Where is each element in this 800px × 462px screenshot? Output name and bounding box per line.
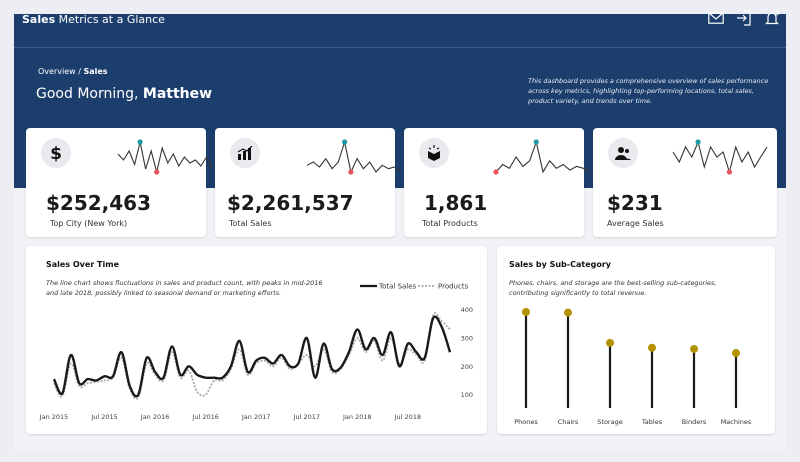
bell-icon[interactable]: [762, 8, 782, 28]
sparkline-top-city: [117, 139, 213, 175]
sub-category-card: Sales by Sub-Category Phones, chairs, an…: [497, 246, 775, 434]
section-description: Phones, chairs, and storage are the best…: [509, 279, 717, 297]
sparkline-low-point: [726, 169, 732, 175]
sparkline-low-point: [154, 169, 160, 175]
lollipop-dot: [732, 349, 740, 358]
kpi-value: 1,861: [424, 191, 488, 215]
box-icon: [419, 138, 449, 168]
category-label: Binders: [682, 418, 707, 426]
sparkline-path: [672, 140, 768, 175]
lollipop-dot: [690, 344, 698, 353]
legend-label-products: Products: [438, 283, 469, 291]
y-tick-label: 400: [461, 306, 473, 314]
category-label: Chairs: [558, 418, 579, 426]
sales-over-time-card: Sales Over Time The line chart shows flu…: [26, 246, 487, 434]
kpi-label: Total Products: [422, 219, 478, 228]
sparkline-path: [306, 139, 402, 174]
x-tick-label: Jul 2016: [191, 413, 218, 421]
mail-icon[interactable]: [706, 8, 726, 28]
x-tick-label: Jan 2016: [140, 413, 170, 421]
sales-line-chart: 100 200 300 400 Jan 2015 Jul 2015 Jan 2016 Jul …: [39, 283, 473, 422]
app-title: Sales Metrics at a Glance: [22, 13, 165, 26]
series-line-total-sales: [52, 315, 452, 398]
section-title: Sales by Sub-Category: [509, 260, 612, 269]
kpi-value: $252,463: [46, 191, 152, 215]
x-tick-label: Jan 2015: [39, 413, 69, 421]
sparkline-total-sales: [306, 139, 402, 175]
lollipop-dot: [606, 338, 614, 347]
series-line-products: [53, 312, 451, 400]
kpi-card-top-city: $ $252,463 Top City (New York): [26, 128, 213, 237]
breadcrumb: Overview / Sales: [38, 67, 108, 76]
breadcrumb-current: Sales: [83, 67, 108, 76]
kpi-value: $2,261,537: [227, 191, 354, 215]
y-tick-label: 300: [461, 335, 473, 343]
chart-icon: [230, 138, 260, 168]
sparkline-peak-point: [137, 139, 143, 145]
sparkline-total-products: [493, 139, 591, 175]
x-tick-label: Jul 2018: [394, 413, 421, 421]
sparkline-path: [495, 140, 591, 174]
lollipop-dot: [522, 308, 530, 316]
kpi-label: Average Sales: [607, 219, 664, 228]
x-tick-label: Jan 2018: [342, 413, 372, 421]
kpi-card-total-products: 1,861 Total Products: [404, 128, 591, 237]
category-label: Machines: [721, 418, 752, 426]
kpi-value: $231: [607, 191, 663, 215]
section-description: The line chart shows fluctuations in sal…: [46, 279, 323, 297]
header-icons: [706, 8, 782, 28]
kpi-card-total-sales: $2,261,537 Total Sales: [215, 128, 402, 237]
dollar-icon: $: [41, 138, 71, 168]
kpi-label: Top City (New York): [50, 219, 128, 228]
category-label: Storage: [597, 418, 622, 426]
x-tick-label: Jul 2017: [293, 413, 320, 421]
section-title: Sales Over Time: [46, 260, 120, 269]
sparkline-peak-point: [695, 139, 701, 145]
svg-text:$: $: [50, 144, 62, 162]
x-tick-label: Jul 2015: [90, 413, 117, 421]
kpi-card-average-sales: $231 Average Sales: [593, 128, 777, 237]
greeting: Good Morning, Matthew: [36, 86, 213, 102]
category-label: Phones: [514, 418, 538, 426]
sparkline-low-point: [348, 169, 354, 175]
top-bar: [14, 14, 786, 48]
users-icon: [608, 138, 638, 168]
y-tick-label: 100: [461, 391, 473, 399]
lollipop-dot: [564, 308, 572, 317]
sparkline-peak-point: [342, 139, 348, 145]
sparkline-peak-point: [533, 139, 539, 145]
sparkline-low-point: [493, 169, 499, 175]
kpi-label: Total Sales: [229, 219, 272, 228]
lollipop-dot: [648, 343, 656, 352]
legend-label-total-sales: Total Sales: [378, 283, 417, 291]
x-tick-label: Jan 2017: [241, 413, 271, 421]
sparkline-path: [117, 141, 213, 173]
dashboard-description: This dashboard provides a comprehensive …: [528, 77, 769, 105]
sparkline-average-sales: [672, 139, 768, 175]
category-label: Tables: [641, 418, 663, 426]
sub-category-lollipop-chart: Phones Chairs Storage Tables Binders Machines: [514, 308, 752, 426]
sign-in-icon[interactable]: [734, 8, 754, 28]
y-tick-label: 200: [461, 363, 473, 371]
breadcrumb-parent[interactable]: Overview /: [38, 67, 84, 76]
user-name: Matthew: [142, 86, 213, 102]
